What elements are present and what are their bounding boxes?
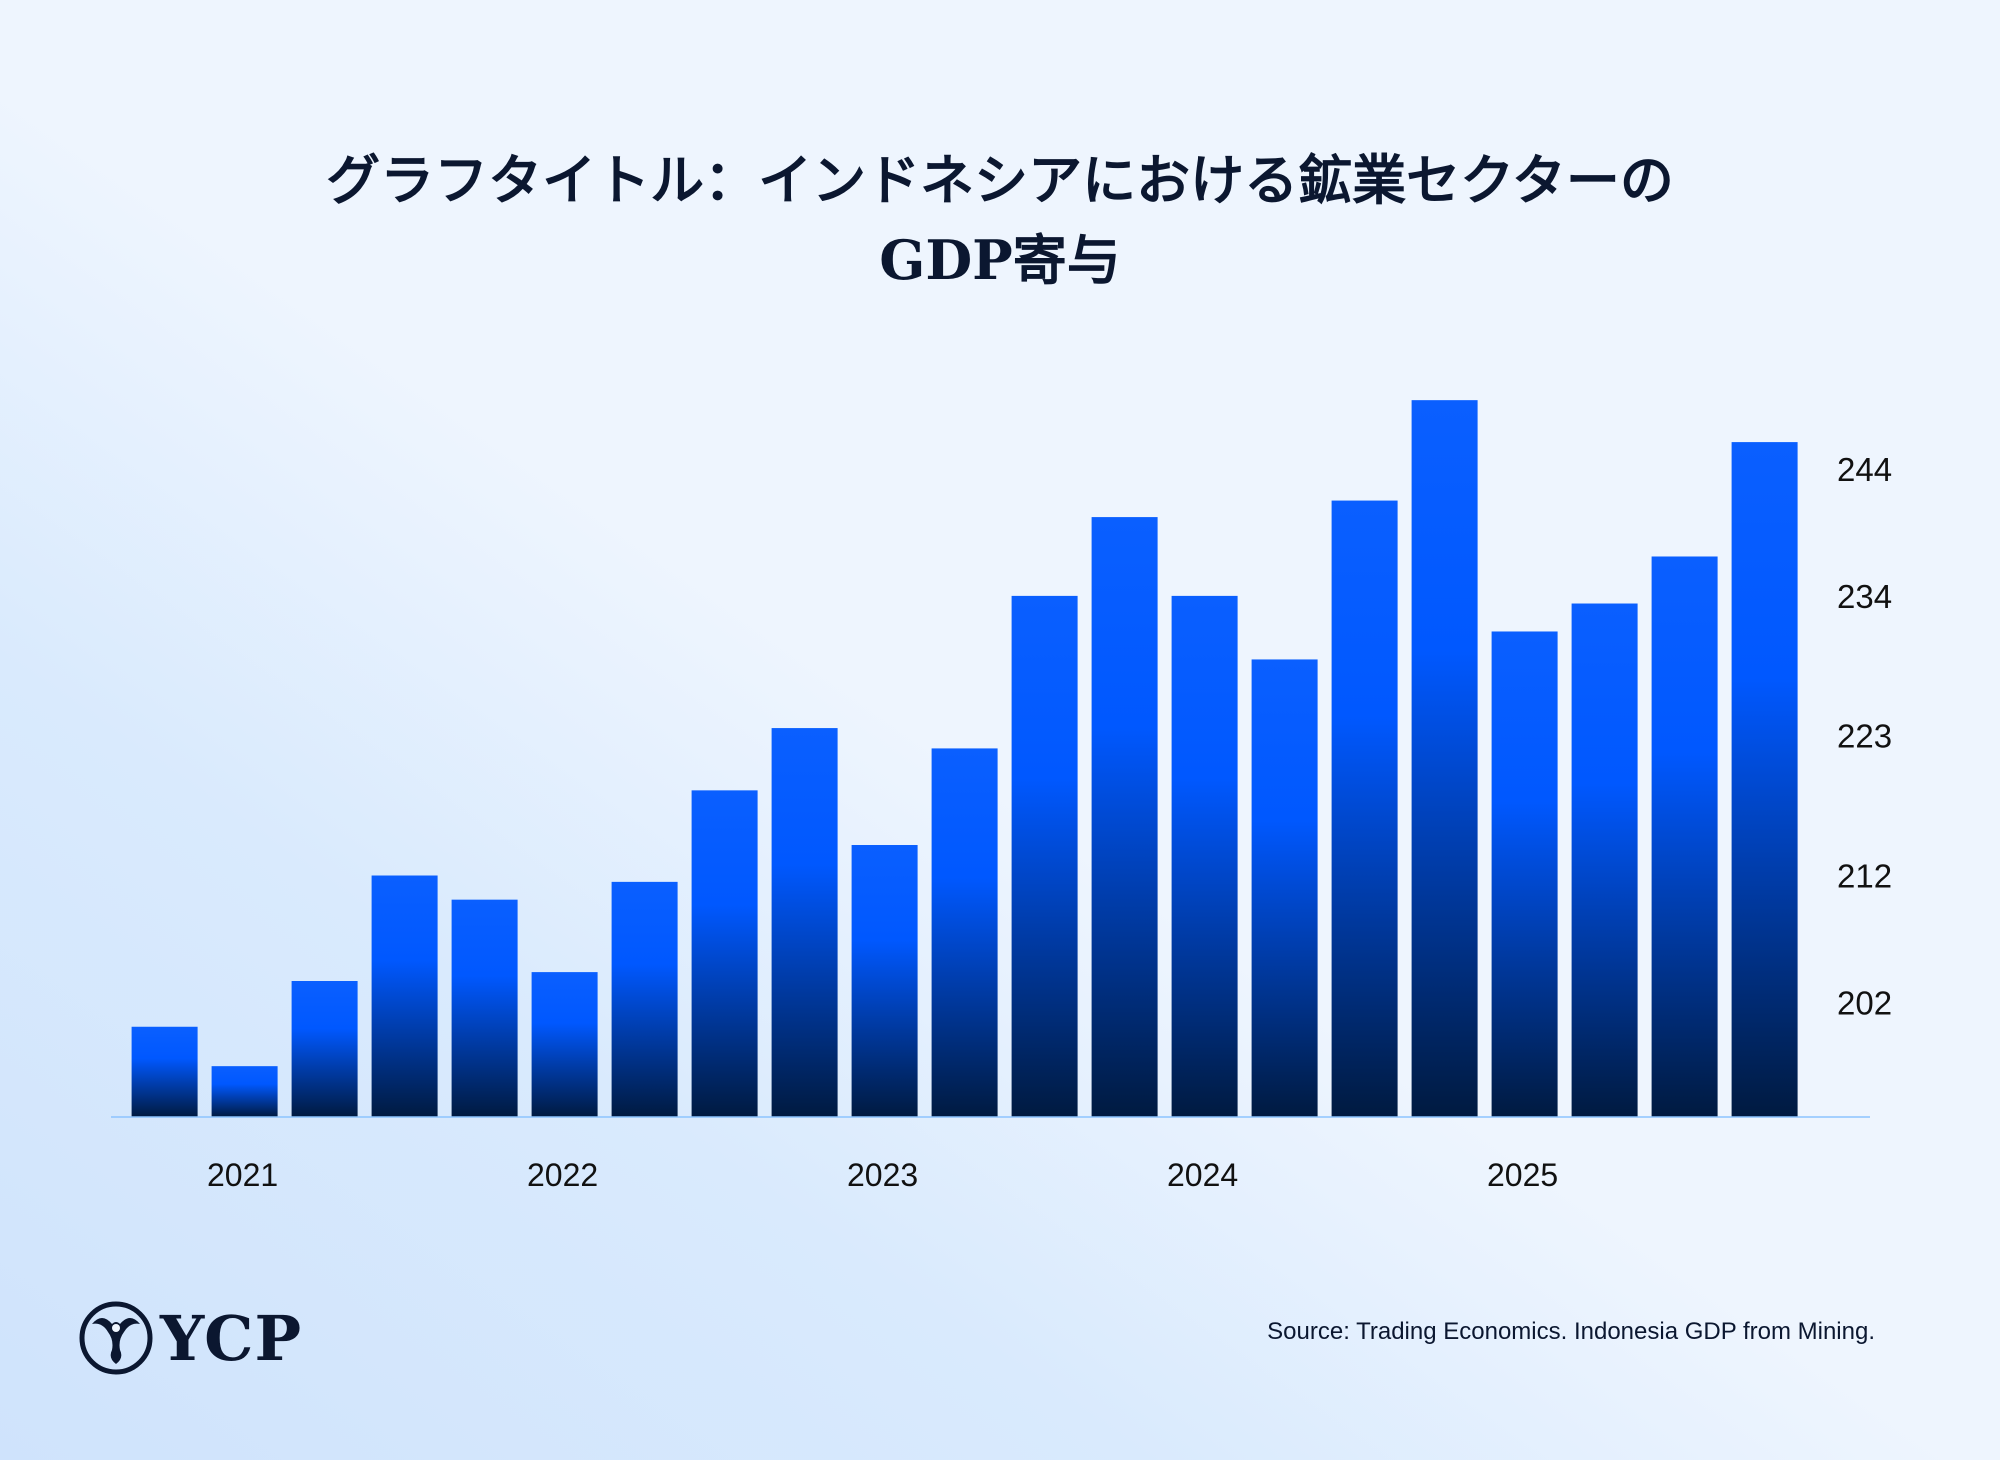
bar	[1411, 400, 1478, 1117]
bar	[451, 899, 518, 1117]
bar	[1731, 442, 1798, 1117]
bar	[1251, 659, 1318, 1117]
x-tick-label: 2021	[207, 1157, 278, 1193]
y-tick-label: 234	[1837, 578, 1892, 615]
x-tick-labels: 2021 2022 2023 2024 2025	[207, 1157, 1558, 1193]
x-tick-label: 2024	[1167, 1157, 1238, 1193]
bar	[131, 1026, 198, 1117]
y-tick-label: 212	[1837, 858, 1892, 895]
bar	[1491, 631, 1558, 1117]
chart-title-line1: グラフタイトル：インドネシアにおける鉱業セクターの	[326, 148, 1674, 212]
x-tick-label: 2023	[847, 1157, 918, 1193]
ycp-emblem-icon	[79, 1301, 153, 1375]
source-note: Source: Trading Economics. Indonesia GDP…	[1267, 1318, 1875, 1345]
bar	[851, 845, 918, 1117]
bar	[1331, 500, 1398, 1117]
logo-text: YCP	[160, 1301, 303, 1375]
bar	[531, 972, 598, 1117]
bar	[1011, 595, 1078, 1117]
ycp-logo: YCP	[78, 1300, 302, 1376]
bar	[611, 881, 678, 1117]
bar	[1571, 603, 1638, 1117]
y-tick-label: 202	[1837, 985, 1892, 1022]
chart-title-line2: GDP寄与	[879, 228, 1121, 292]
bar	[931, 748, 998, 1117]
bars	[131, 400, 1798, 1117]
bar	[291, 981, 358, 1117]
bar	[691, 790, 758, 1117]
chart-title: グラフタイトル：インドネシアにおける鉱業セクターの GDP寄与	[0, 140, 2000, 300]
bar	[771, 728, 838, 1117]
bar	[211, 1066, 278, 1117]
bar	[371, 875, 438, 1117]
x-tick-label: 2022	[527, 1157, 598, 1193]
y-tick-labels: 202 212 223 234 244	[1837, 451, 1892, 1022]
bar	[1091, 517, 1158, 1117]
y-tick-label: 244	[1837, 451, 1892, 488]
y-tick-label: 223	[1837, 718, 1892, 755]
x-tick-label: 2025	[1487, 1157, 1558, 1193]
bar	[1171, 595, 1238, 1117]
bar	[1651, 556, 1718, 1117]
